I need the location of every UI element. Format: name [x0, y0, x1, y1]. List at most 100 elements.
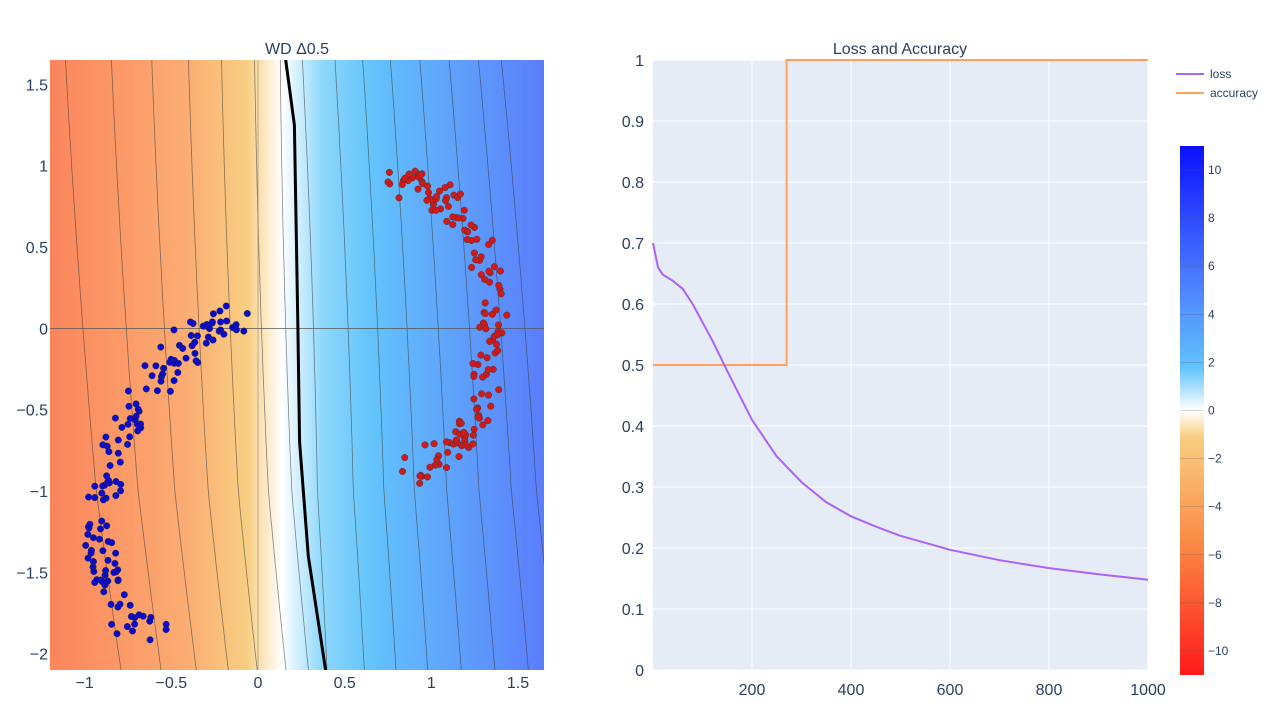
- scatter-point: [89, 558, 97, 566]
- right-y-tick-label: 1: [635, 53, 644, 70]
- scatter-point: [492, 340, 500, 348]
- legend[interactable]: loss accuracy: [1176, 67, 1258, 100]
- legend-item-accuracy[interactable]: accuracy: [1176, 86, 1258, 100]
- scatter-point: [112, 549, 120, 557]
- scatter-point: [153, 387, 161, 395]
- scatter-point: [100, 588, 108, 596]
- contour-line: [188, 60, 229, 670]
- scatter-point: [99, 496, 107, 504]
- scatter-point: [460, 428, 468, 436]
- colorbar-tick-label: −4: [1208, 500, 1222, 514]
- scatter-point: [170, 377, 178, 385]
- scatter-point: [152, 362, 160, 370]
- colorbar-tick-label: −8: [1208, 596, 1222, 610]
- scatter-point: [103, 522, 111, 530]
- scatter-point: [104, 538, 112, 546]
- scatter-point: [104, 476, 112, 484]
- legend-loss-label: loss: [1210, 67, 1231, 81]
- scatter-point: [148, 372, 156, 380]
- right-y-tick-label: 0.6: [622, 297, 644, 314]
- scatter-point: [90, 568, 98, 576]
- scatter-point: [482, 325, 490, 333]
- scatter-point: [220, 330, 228, 338]
- scatter-point: [401, 454, 409, 462]
- scatter-point: [112, 478, 120, 486]
- legend-item-loss[interactable]: loss: [1176, 67, 1231, 81]
- scatter-point: [125, 402, 133, 410]
- scatter-point: [114, 576, 122, 584]
- scatter-point: [204, 333, 212, 341]
- colorbar-tick-label: 4: [1208, 307, 1215, 321]
- scatter-point: [414, 185, 422, 193]
- scatter-point: [188, 342, 196, 350]
- scatter-point: [474, 413, 482, 421]
- scatter-point: [157, 343, 165, 351]
- contour-line: [478, 60, 529, 670]
- scatter-point: [114, 436, 122, 444]
- contour-line: [419, 60, 462, 670]
- contour-line: [302, 60, 328, 670]
- colorbar-tick-label: −10: [1208, 644, 1229, 658]
- scatter-points: [82, 167, 511, 644]
- scatter-point: [449, 221, 457, 229]
- scatter-point: [430, 440, 438, 448]
- left-y-tick-label: −0.5: [16, 403, 48, 420]
- scatter-point: [131, 620, 139, 628]
- scatter-point: [477, 351, 485, 359]
- left-y-axis-ticks: −2 −1.5 −1 −0.5 0 0.5 1 1.5: [16, 77, 48, 663]
- loss-line: [652, 242, 1149, 581]
- scatter-point: [111, 414, 119, 422]
- scatter-point: [484, 366, 492, 374]
- scatter-point: [104, 556, 112, 564]
- scatter-point: [494, 347, 502, 355]
- scatter-point: [462, 441, 470, 449]
- scatter-point: [134, 405, 142, 413]
- scatter-point: [432, 206, 440, 214]
- scatter-point: [495, 321, 503, 329]
- scatter-point: [472, 256, 480, 264]
- scatter-point: [423, 196, 431, 204]
- right-x-axis-ticks: 200 400 600 800 1000: [739, 682, 1166, 699]
- scatter-point: [106, 462, 114, 470]
- scatter-point: [84, 530, 92, 538]
- scatter-point: [98, 489, 106, 497]
- scatter-point: [98, 578, 106, 586]
- scatter-point: [503, 311, 511, 319]
- scatter-point: [123, 440, 131, 448]
- scatter-point: [449, 213, 457, 221]
- scatter-point: [469, 360, 477, 368]
- scatter-point: [166, 387, 174, 395]
- scatter-point: [240, 327, 248, 335]
- scatter-point: [486, 278, 494, 286]
- colorbar-tick-label: 8: [1208, 211, 1215, 225]
- scatter-point: [436, 187, 444, 195]
- scatter-point: [416, 171, 424, 179]
- scatter-point: [470, 249, 478, 257]
- scatter-point: [229, 324, 237, 332]
- right-y-tick-label: 0.5: [622, 358, 644, 375]
- scatter-point: [433, 193, 441, 201]
- scatter-point: [425, 188, 433, 196]
- scatter-point: [477, 271, 485, 279]
- scatter-point: [96, 525, 104, 533]
- scatter-point: [470, 425, 478, 433]
- legend-accuracy-label: accuracy: [1210, 86, 1258, 100]
- scatter-point: [199, 322, 207, 330]
- scatter-point: [243, 310, 251, 318]
- right-chart-title: Loss and Accuracy: [833, 41, 967, 58]
- scatter-point: [108, 620, 116, 628]
- scatter-point: [487, 402, 495, 410]
- left-y-tick-label: 1: [39, 159, 48, 176]
- colorbar-tick-label: 0: [1208, 404, 1215, 418]
- scatter-point: [411, 167, 419, 175]
- contour-line: [334, 60, 365, 670]
- right-y-tick-label: 0.1: [622, 602, 644, 619]
- contour-line: [279, 60, 309, 670]
- scatter-point: [483, 354, 491, 362]
- scatter-point: [114, 449, 122, 457]
- scatter-point: [131, 416, 139, 424]
- colorbar-tick-label: 6: [1208, 259, 1215, 273]
- right-x-tick-label: 1000: [1130, 682, 1166, 699]
- right-grid-lines: [653, 59, 1149, 671]
